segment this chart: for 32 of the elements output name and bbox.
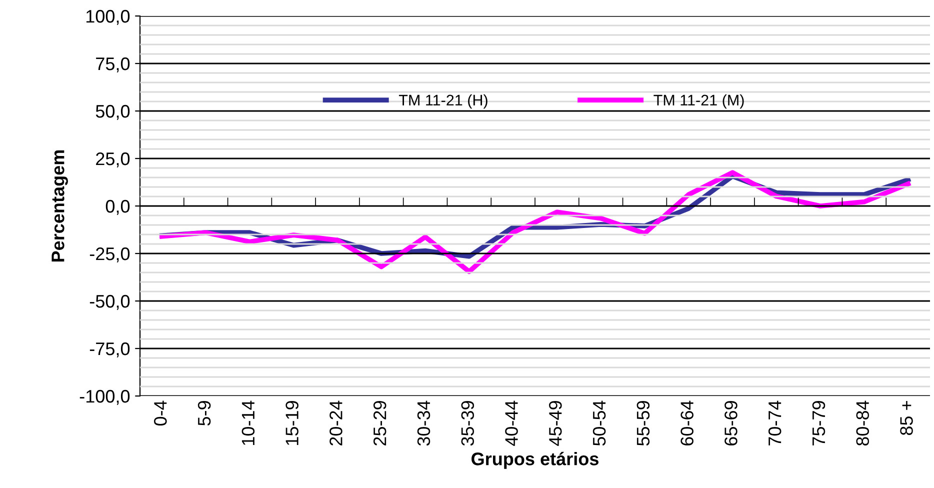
y-tick-label: 25,0	[96, 152, 130, 168]
x-tick-label: 45-49	[549, 401, 562, 446]
x-tick-label: 75-79	[812, 401, 826, 446]
x-tick-label: 80-84	[856, 400, 870, 446]
x-tick-label: 70-74	[768, 400, 782, 446]
y-tick-label: -50,0	[90, 294, 130, 310]
x-tick-label: 10-14	[242, 400, 255, 445]
y-tick-label: 100,0	[86, 10, 130, 25]
x-tick-label: 20-24	[330, 400, 342, 446]
x-tick-label: 55-59	[636, 401, 650, 446]
y-tick-label: -25,0	[90, 247, 130, 262]
x-tick-label: 5-9	[198, 401, 211, 426]
x-tick-label: 15-19	[286, 401, 298, 445]
y-axis-title: Percentagem	[52, 150, 68, 262]
y-tick-label: 0,0	[106, 200, 130, 215]
line-series	[160, 170, 910, 274]
x-tick-label: 85 +	[900, 401, 913, 436]
legend-label: TM 11-21 (M)	[654, 94, 744, 109]
x-tick-label: 35-39	[461, 401, 474, 446]
x-tick-label: 50-54	[592, 400, 606, 446]
x-tick-label: 40-44	[505, 400, 518, 446]
x-axis-title: Grupos etários	[472, 452, 598, 469]
x-tick-label: 65-69	[724, 401, 738, 446]
x-tick-label: 25-29	[373, 401, 386, 446]
y-tick-label: -75,0	[90, 342, 130, 358]
x-tick-label: 60-64	[680, 400, 694, 446]
x-tick-label: 30-34	[417, 400, 430, 446]
y-tick-label: 75,0	[96, 57, 130, 72]
y-tick-label: -100,0	[80, 390, 130, 405]
y-tick-label: 50,0	[96, 104, 130, 120]
x-tick-label: 0-4	[154, 400, 167, 426]
legend-label: TM 11-21 (H)	[398, 94, 488, 109]
